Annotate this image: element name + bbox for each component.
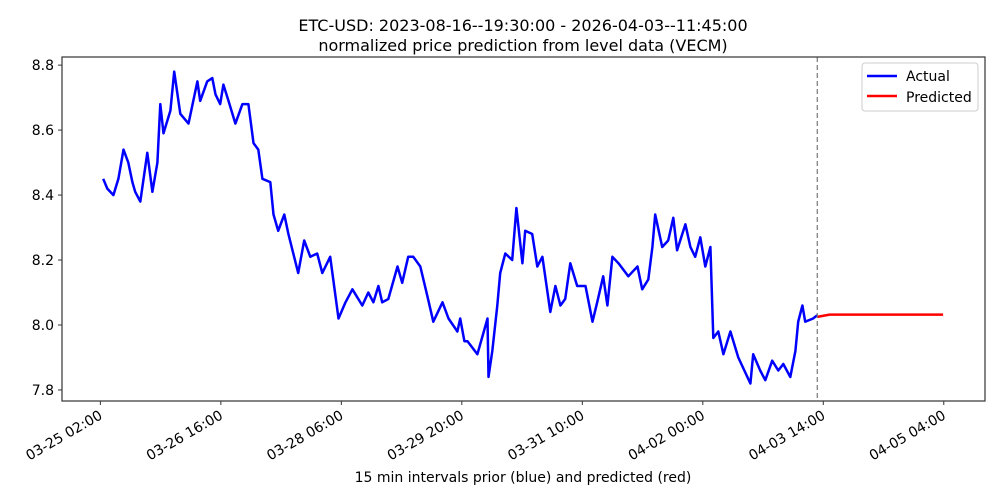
chart-subtitle: normalized price prediction from level d… bbox=[318, 36, 727, 55]
y-tick-label: 8.0 bbox=[32, 318, 54, 334]
y-tick-label: 7.8 bbox=[32, 383, 54, 399]
x-tick-label: 04-02 00:00 bbox=[626, 408, 708, 465]
series-line-predicted bbox=[817, 313, 944, 319]
chart-title: ETC-USD: 2023-08-16--19:30:00 - 2026-04-… bbox=[298, 16, 747, 35]
x-tick-label: 03-28 06:00 bbox=[264, 408, 346, 465]
y-tick-label: 8.6 bbox=[32, 123, 54, 139]
plot-area: 7.8 8.0 8.2 8.4 8.6 8.8 03-25 02:00 03-26 16:00… bbox=[23, 56, 986, 465]
legend-actual-label: Actual bbox=[906, 69, 950, 85]
series-line-actual bbox=[102, 70, 819, 385]
y-tick-label: 8.2 bbox=[32, 253, 54, 269]
y-tick-label: 8.8 bbox=[32, 58, 54, 74]
legend: Actual Predicted bbox=[861, 62, 979, 112]
y-tick-label: 8.4 bbox=[32, 188, 54, 204]
x-tick-label: 03-26 16:00 bbox=[144, 408, 226, 465]
legend-predicted-label: Predicted bbox=[906, 90, 972, 106]
x-tick-label: 03-29 20:00 bbox=[385, 408, 467, 465]
x-axis-label: 15 min intervals prior (blue) and predic… bbox=[355, 470, 692, 486]
x-tick-label: 03-25 02:00 bbox=[23, 408, 105, 465]
axes-frame bbox=[61, 56, 986, 402]
x-tick-label: 03-31 10:00 bbox=[505, 408, 587, 465]
x-tick-label: 04-03 14:00 bbox=[746, 408, 828, 465]
x-tick-label: 04-05 04:00 bbox=[867, 408, 949, 465]
